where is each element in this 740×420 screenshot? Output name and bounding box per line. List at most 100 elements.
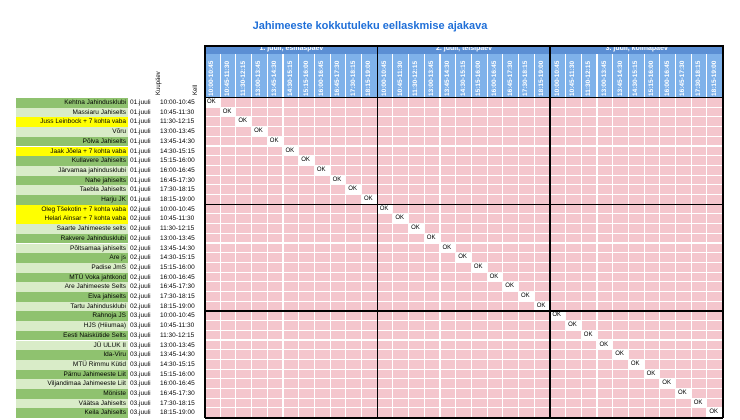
schedule-cell <box>236 311 253 322</box>
club-name: Keila Jahiselts <box>16 408 128 419</box>
ok-mark: OK <box>568 322 577 329</box>
time-slot-header: 14:30-15:15 <box>628 54 645 98</box>
schedule-cell <box>707 389 724 399</box>
ok-mark: OK <box>599 341 609 348</box>
schedule-cell <box>691 359 708 370</box>
time-slot-header: 13:00-13:45 <box>597 54 614 98</box>
schedule-cell <box>471 389 488 399</box>
schedule-cell <box>550 233 567 244</box>
schedule-cell <box>409 127 425 137</box>
schedule-cell <box>613 233 629 244</box>
schedule-cell <box>707 292 724 302</box>
schedule-cell <box>440 204 457 215</box>
time-slot-header: 13:45-14:30 <box>613 54 629 98</box>
schedule-cell <box>660 389 676 399</box>
schedule-cell <box>252 156 268 166</box>
schedule-cell <box>299 340 315 351</box>
schedule-cell <box>660 98 676 108</box>
schedule-cell <box>581 369 598 380</box>
schedule-cell <box>691 175 708 186</box>
schedule-cell <box>252 350 268 360</box>
schedule-cell <box>566 262 582 273</box>
schedule-cell <box>628 292 645 302</box>
ok-mark: OK <box>536 302 546 309</box>
schedule-cell <box>205 204 221 215</box>
schedule-cell <box>283 389 300 399</box>
schedule-cell <box>330 185 347 195</box>
schedule-cell <box>566 214 582 225</box>
schedule-cell <box>424 214 441 225</box>
schedule-cell <box>205 253 221 263</box>
schedule-cell <box>283 175 300 186</box>
schedule-cell <box>314 389 331 399</box>
schedule-cell <box>503 107 519 118</box>
row-date: 03.juuli <box>130 370 151 378</box>
schedule-cell <box>220 379 237 389</box>
schedule-cell <box>409 292 425 302</box>
schedule-cell <box>314 379 331 389</box>
schedule-cell <box>676 175 692 186</box>
schedule-cell <box>362 146 378 157</box>
row-date: 01.juuli <box>130 137 151 145</box>
row-time: 16:00-16:45 <box>160 166 195 174</box>
schedule-cell <box>283 98 300 108</box>
schedule-cell <box>409 321 425 331</box>
schedule-cell <box>393 214 410 225</box>
schedule-cell <box>314 214 331 225</box>
schedule-cell <box>503 117 519 128</box>
schedule-cell <box>456 98 472 108</box>
ok-mark: OK <box>238 118 248 125</box>
schedule-cell <box>362 175 378 186</box>
schedule-cell <box>566 107 582 118</box>
schedule-cell <box>409 330 425 341</box>
schedule-cell <box>393 272 410 283</box>
schedule-cell <box>519 330 535 341</box>
schedule-cell <box>581 156 598 166</box>
time-slot-header: 18:15-19:00 <box>362 54 378 98</box>
schedule-cell <box>267 127 284 137</box>
schedule-cell <box>613 350 629 360</box>
schedule-cell <box>236 243 253 254</box>
schedule-cell <box>362 224 378 234</box>
schedule-cell <box>660 379 676 389</box>
schedule-cell <box>330 127 347 137</box>
schedule-cell <box>409 369 425 380</box>
schedule-cell <box>330 233 347 244</box>
schedule-cell <box>676 340 692 351</box>
schedule-cell <box>487 359 504 370</box>
row-time: 10:45-11:30 <box>160 108 195 116</box>
schedule-cell <box>346 156 362 166</box>
schedule-cell <box>471 243 488 254</box>
schedule-cell <box>519 292 535 302</box>
schedule-cell <box>252 321 268 331</box>
schedule-cell <box>424 398 441 409</box>
schedule-cell <box>220 282 237 292</box>
time-slot-header: 11:30-12:15 <box>581 54 598 98</box>
schedule-cell <box>456 224 472 234</box>
schedule-cell <box>676 127 692 137</box>
schedule-cell <box>346 204 362 215</box>
schedule-cell <box>660 175 676 186</box>
schedule-cell <box>519 224 535 234</box>
row-time: 14:30-15:15 <box>160 147 195 155</box>
time-slot-label: 11:30-12:15 <box>239 60 247 96</box>
schedule-cell <box>346 359 362 370</box>
schedule-cell <box>205 127 221 137</box>
schedule-cell <box>691 398 708 409</box>
schedule-cell <box>519 146 535 157</box>
schedule-cell <box>597 98 614 108</box>
schedule-cell <box>236 98 253 108</box>
time-slot-label: 18:15-19:00 <box>538 60 546 96</box>
schedule-cell <box>550 175 567 186</box>
schedule-cell <box>503 165 519 176</box>
schedule-cell <box>456 369 472 380</box>
schedule-cell <box>519 350 535 360</box>
club-name: Taebla Jahiselts <box>16 185 128 195</box>
schedule-cell <box>440 369 457 380</box>
ok-mark: OK <box>364 196 373 202</box>
schedule-cell <box>660 117 676 128</box>
schedule-cell <box>440 350 457 360</box>
schedule-cell <box>283 165 300 176</box>
schedule-cell <box>440 311 457 322</box>
row-time: 16:45-17:30 <box>160 176 195 184</box>
